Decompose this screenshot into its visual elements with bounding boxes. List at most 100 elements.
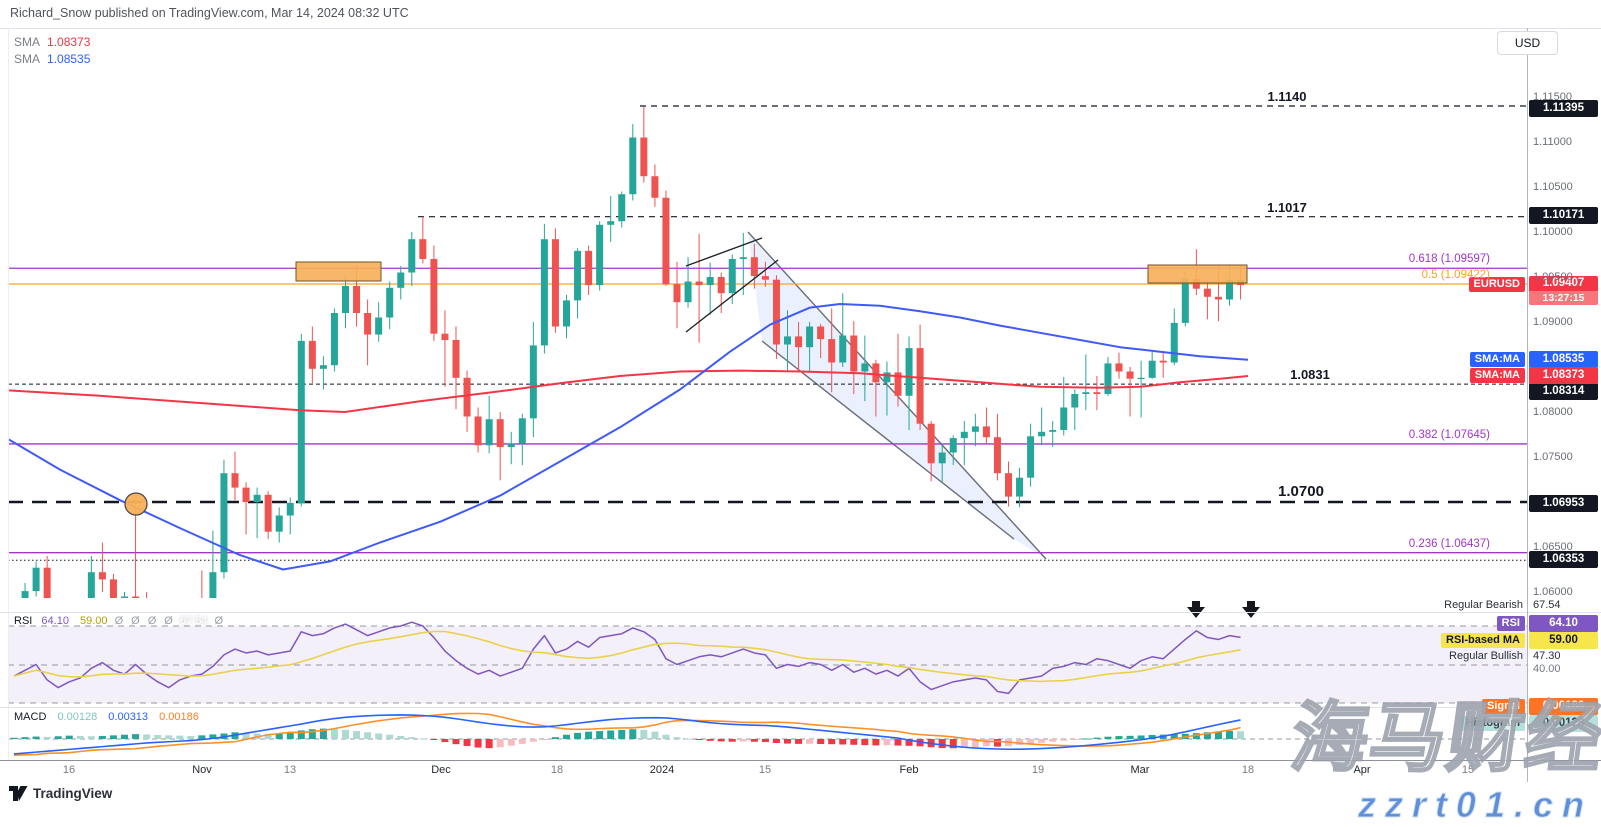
candle-body <box>1203 288 1211 297</box>
candle-body <box>386 287 394 318</box>
candle-body <box>772 279 780 345</box>
macd-histogram-bar <box>574 732 582 739</box>
candle-body <box>971 426 979 432</box>
candle-body <box>795 336 803 348</box>
candle-body <box>419 239 427 259</box>
candle-body <box>1027 436 1035 478</box>
pennant-line-2 <box>685 259 779 333</box>
price-pane <box>8 105 1527 629</box>
macd-histogram-bar <box>342 729 349 739</box>
candle-body <box>563 300 570 327</box>
candle-body <box>684 281 692 303</box>
candle-body <box>408 239 416 273</box>
highlight-circle <box>124 492 148 516</box>
macd-histogram-bar <box>551 737 559 739</box>
macd-histogram-bar <box>662 734 670 739</box>
candle-body <box>706 277 714 286</box>
macd-histogram-bar <box>894 739 902 746</box>
macd-histogram-bar <box>563 734 570 739</box>
macd-histogram-bar <box>1060 739 1068 741</box>
macd-histogram-bar <box>651 731 659 739</box>
macd-histogram-bar <box>1104 736 1112 739</box>
candle-body <box>507 443 515 448</box>
macd-histogram-bar <box>485 739 493 749</box>
macd-histogram-bar <box>297 730 305 739</box>
macd-histogram-bar <box>761 739 769 743</box>
macd-histogram-bar <box>76 735 84 739</box>
candle-body <box>375 317 383 335</box>
macd-histogram-bar <box>596 731 604 739</box>
macd-histogram-bar <box>673 737 681 739</box>
macd-histogram-bar <box>132 734 140 739</box>
candle-body <box>463 377 471 417</box>
candle-body <box>308 340 316 369</box>
macd-histogram-bar <box>209 734 217 739</box>
macd-histogram-bar <box>441 739 449 743</box>
macd-histogram-bar <box>308 729 316 739</box>
watermark-url: zzrt01.cn <box>1357 784 1593 826</box>
candle-body <box>585 250 593 286</box>
macd-histogram-bar <box>1071 739 1079 740</box>
macd-histogram-bar <box>728 739 736 742</box>
macd-histogram-bar <box>784 739 791 744</box>
candle-body <box>993 437 1001 474</box>
candle-body <box>784 336 791 345</box>
candle-body <box>1192 278 1200 289</box>
macd-histogram-bar <box>353 731 361 739</box>
candle-body <box>474 416 482 446</box>
candle-body <box>1148 360 1156 378</box>
candle-body <box>518 418 526 444</box>
candle-body <box>883 372 891 383</box>
sma-slow-line <box>8 303 1249 571</box>
macd-histogram-bar <box>1115 736 1123 739</box>
candle-body <box>98 572 106 580</box>
candle-body <box>21 591 29 598</box>
candle-body <box>1060 407 1068 430</box>
macd-histogram-bar <box>187 735 195 739</box>
macd-signal-line <box>13 712 1241 756</box>
candle-body <box>728 259 736 294</box>
macd-histogram-bar <box>419 738 427 740</box>
candle-body <box>596 224 604 286</box>
candle-body <box>1093 392 1101 394</box>
macd-histogram-bar <box>1093 737 1101 739</box>
macd-histogram-bar <box>463 739 471 747</box>
macd-histogram-bar <box>1226 730 1233 739</box>
macd-histogram-bar <box>938 739 946 749</box>
macd-histogram-bar <box>165 735 173 739</box>
candle-body <box>187 615 194 627</box>
macd-histogram-bar <box>993 739 1001 747</box>
candle-body <box>286 502 294 516</box>
macd-histogram-bar <box>839 739 847 745</box>
candle-body <box>551 239 559 327</box>
candle-body <box>143 602 150 629</box>
candle-body <box>297 340 305 503</box>
rsi-line <box>13 621 1241 695</box>
candle-body <box>574 250 582 301</box>
macd-histogram-bar <box>585 731 593 739</box>
macd-histogram-bar <box>10 737 18 739</box>
candle-body <box>607 221 615 225</box>
candle-body <box>651 176 659 198</box>
macd-histogram-bar <box>861 739 869 746</box>
macd-histogram-bar <box>872 739 880 746</box>
macd-histogram-bar <box>1170 734 1178 739</box>
macd-histogram-bar <box>1049 739 1057 742</box>
candle-body <box>850 335 858 372</box>
candle-body <box>717 277 725 294</box>
macd-histogram-bar <box>1137 735 1145 739</box>
candle-body <box>32 567 40 592</box>
macd-histogram-bar <box>960 739 968 748</box>
candle-body <box>264 494 272 532</box>
candle-body <box>1082 392 1090 394</box>
macd-histogram-bar <box>883 739 891 746</box>
macd-histogram-bar <box>43 736 51 739</box>
macd-histogram-bar <box>176 735 184 739</box>
candle-body <box>1049 430 1057 432</box>
candle-body <box>330 313 338 366</box>
macd-histogram-bar <box>806 739 814 744</box>
candle-body <box>1226 279 1233 300</box>
candle-body <box>11 606 18 622</box>
macd-histogram-bar <box>32 736 40 739</box>
